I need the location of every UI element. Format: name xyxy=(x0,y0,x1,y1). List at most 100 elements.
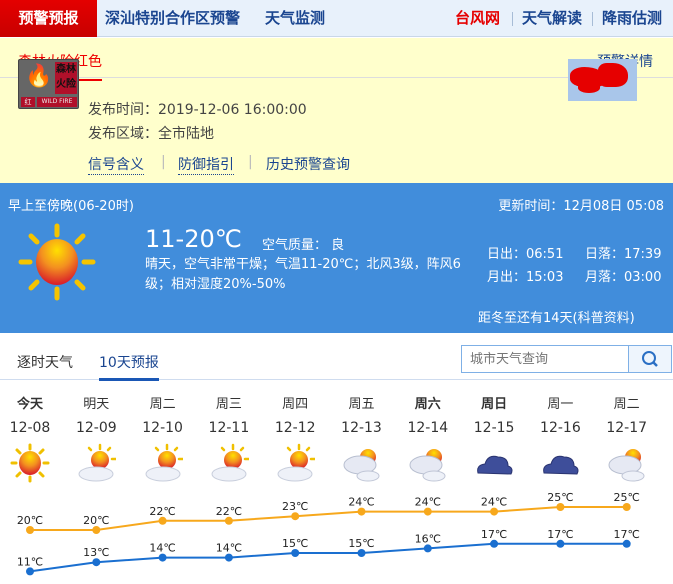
low-temp-point xyxy=(357,549,366,557)
high-temp-point xyxy=(26,526,34,534)
partly-cloudy-icon xyxy=(145,443,183,482)
publish-area: 发布区域：全市陆地 xyxy=(88,126,214,142)
low-temp-label: 13℃ xyxy=(83,546,109,559)
temperature-chart: 20℃ 20℃ 22℃ 22℃ 23℃ 24℃ 24℃ 24℃ 25℃ 25℃ 11℃ 13℃ 14℃ 1… xyxy=(17,491,640,576)
low-temp-label: 17℃ xyxy=(481,528,507,541)
low-temp-label: 15℃ xyxy=(348,537,374,550)
low-temp-line xyxy=(29,542,627,573)
partly-cloudy-icon xyxy=(277,443,316,482)
nav-link-monitor[interactable]: 天气监测 xyxy=(265,9,326,27)
day-date: 12-11 xyxy=(208,420,250,436)
cloudy-sun-icon xyxy=(343,449,379,482)
nav-link-shenshan[interactable]: 深汕特别合作区预警 xyxy=(105,9,241,27)
low-temp-point xyxy=(490,539,499,548)
warning-area-map[interactable] xyxy=(568,59,637,101)
search-button[interactable] xyxy=(628,346,671,372)
city-search-input[interactable] xyxy=(462,346,629,372)
cloudy-sun-icon xyxy=(608,449,645,482)
day-name: 今天 xyxy=(16,397,43,412)
day-date: 12-09 xyxy=(75,420,117,436)
nav-tab-warning-forecast[interactable]: 预警预报 xyxy=(0,0,97,37)
day-name: 周日 xyxy=(481,397,508,412)
high-temp-point xyxy=(291,512,300,521)
high-temp-label: 24℃ xyxy=(348,496,374,509)
low-temp-point xyxy=(622,539,631,548)
search-icon xyxy=(642,351,658,367)
high-temp-label: 20℃ xyxy=(17,514,43,527)
weather-description: 晴天，空气非常干燥；气温11-20℃；北风3级，阵风6级；相对湿度20%-50% xyxy=(145,257,461,292)
low-temp-label: 17℃ xyxy=(547,528,573,541)
high-temp-point xyxy=(92,526,101,534)
update-time: 更新时间：12月08日 05:08 xyxy=(498,199,664,214)
high-temp-label: 25℃ xyxy=(614,491,640,504)
high-temp-label: 24℃ xyxy=(481,496,507,509)
high-temp-point xyxy=(357,507,366,516)
day-date: 12-17 xyxy=(606,420,648,436)
low-temp-point xyxy=(291,549,300,557)
overcast-icon xyxy=(543,455,579,475)
low-temp-point xyxy=(26,567,34,576)
defense-guide-link[interactable]: 防御指引 xyxy=(178,154,234,175)
moonrise: 月出：15:03 xyxy=(487,270,564,285)
overcast-icon xyxy=(477,455,513,475)
low-temp-label: 14℃ xyxy=(216,542,242,555)
high-temp-point xyxy=(556,503,565,511)
day-name: 周二 xyxy=(613,397,640,412)
nav-link-rain[interactable]: 降雨估测 xyxy=(602,9,663,27)
day-date: 12-08 xyxy=(9,420,51,436)
high-temp-label: 24℃ xyxy=(415,496,441,509)
divider xyxy=(512,12,513,26)
wildfire-signal-icon: 🔥 森林 火险 红 WILD FIRE xyxy=(18,59,79,109)
high-temp-label: 20℃ xyxy=(83,514,109,527)
high-temp-point xyxy=(158,516,167,525)
day-date: 12-10 xyxy=(142,420,183,436)
low-temp-label: 15℃ xyxy=(282,537,308,550)
sunny-icon xyxy=(10,443,50,483)
low-temp-point xyxy=(224,553,233,562)
signal-meaning-link[interactable]: 信号含义 xyxy=(88,154,144,175)
low-temp-point xyxy=(423,544,432,553)
moonset: 月落：03:00 xyxy=(585,270,662,285)
day-name: 明天 xyxy=(83,397,110,412)
period-label: 早上至傍晚(06-20时) xyxy=(8,199,134,214)
day-date: 12-12 xyxy=(274,420,316,436)
tab-10day[interactable]: 10天预报 xyxy=(99,352,159,381)
low-temp-label: 11℃ xyxy=(17,555,43,568)
high-temp-label: 25℃ xyxy=(547,491,573,504)
partly-cloudy-icon xyxy=(211,443,249,482)
day-name: 周一 xyxy=(547,397,574,412)
day-date: 12-13 xyxy=(341,420,382,436)
low-temp-point xyxy=(92,558,101,567)
low-temp-label: 16℃ xyxy=(415,532,441,545)
day-date: 12-14 xyxy=(407,420,449,436)
partly-cloudy-icon xyxy=(78,443,117,482)
warning-panel: 森林火险红色 预警详情 xyxy=(0,38,673,183)
day-name: 周六 xyxy=(414,397,441,412)
low-temp-label: 17℃ xyxy=(614,528,640,541)
cloudy-sun-icon xyxy=(409,449,446,482)
tab-hourly[interactable]: 逐时天气 xyxy=(17,355,73,371)
low-temp-point xyxy=(158,553,167,562)
day-name: 周三 xyxy=(215,397,242,412)
high-temp-label: 22℃ xyxy=(216,505,242,518)
high-temp-line xyxy=(30,506,627,531)
high-temp-point xyxy=(224,516,233,525)
history-warning-link[interactable]: 历史预警查询 xyxy=(266,157,350,173)
nav-link-interpret[interactable]: 天气解读 xyxy=(522,9,583,27)
publish-time: 发布时间：2019-12-06 16:00:00 xyxy=(88,102,307,118)
city-search xyxy=(461,345,672,373)
temperature-range: 11-20℃ xyxy=(145,225,242,253)
solar-term-link[interactable]: 距冬至还有14天(科普资料) xyxy=(478,311,635,326)
divider xyxy=(592,12,593,26)
air-quality: 空气质量： 良 xyxy=(262,238,345,253)
high-temp-label: 22℃ xyxy=(149,505,175,518)
today-weather-panel: 早上至傍晚(06-20时) 更新时间：12月08日 05:08 11-20℃ 空… xyxy=(0,183,673,333)
nav-link-typhoon[interactable]: 台风网 xyxy=(455,9,501,27)
high-temp-point xyxy=(622,503,631,511)
low-temp-point xyxy=(556,539,565,548)
day-date: 12-16 xyxy=(540,420,581,436)
top-nav: 预警预报 深汕特别合作区预警 天气监测 台风网 天气解读 降雨估测 xyxy=(0,0,673,37)
sunrise: 日出：06:51 xyxy=(487,247,564,262)
day-name: 周二 xyxy=(149,397,176,412)
sunny-icon xyxy=(18,223,96,301)
